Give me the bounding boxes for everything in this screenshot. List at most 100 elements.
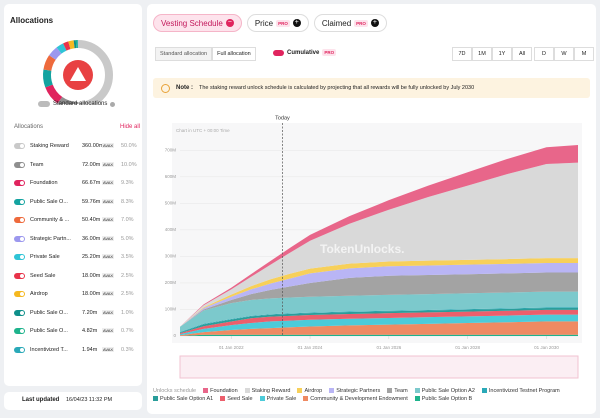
toggle[interactable] bbox=[14, 346, 25, 353]
toggle[interactable] bbox=[14, 161, 25, 168]
sidebar-title: Allocations bbox=[10, 16, 54, 25]
legend-item[interactable]: Seed Sale bbox=[220, 396, 253, 402]
row-amount: 59.76m bbox=[82, 198, 101, 205]
donut-segment bbox=[63, 41, 71, 51]
donut-segment bbox=[57, 96, 79, 104]
button[interactable]: All bbox=[512, 47, 532, 61]
toggle[interactable] bbox=[14, 198, 25, 205]
row-share: 1.0% bbox=[121, 309, 134, 316]
y-tick-label: 300M bbox=[165, 254, 177, 259]
x-tick-label: 01 Jan 2028 bbox=[455, 345, 480, 350]
toggle-knob bbox=[20, 181, 24, 185]
toggle-label: Standard allocations bbox=[53, 101, 108, 107]
legend-item[interactable]: Staking Reward bbox=[244, 388, 291, 394]
row-amount: 36.00m bbox=[82, 235, 101, 242]
donut bbox=[43, 40, 113, 104]
toggle-knob bbox=[20, 273, 24, 278]
row-name: Foundation bbox=[30, 180, 58, 186]
row-amount: 4.82m bbox=[82, 328, 98, 334]
legend-swatch bbox=[329, 388, 335, 393]
hide-all[interactable]: Hide all bbox=[120, 124, 141, 130]
button[interactable]: 1M bbox=[472, 47, 492, 61]
row-name: Seed Sale bbox=[30, 272, 56, 279]
legend-label: Staking Reward bbox=[251, 388, 291, 394]
allocation-row: Public Sale O... 4.82m AVAX 0.7% bbox=[14, 327, 138, 336]
cumulative[interactable]: Cumulative PRO bbox=[273, 49, 337, 56]
toggle[interactable] bbox=[14, 291, 25, 297]
toggle[interactable] bbox=[14, 235, 25, 242]
button[interactable]: 7D bbox=[452, 47, 472, 61]
row-amount: 18.00m bbox=[82, 272, 101, 279]
y-tick-label: 500M bbox=[165, 201, 177, 206]
allocation-row: Seed Sale 18.00m AVAX 2.5% bbox=[14, 272, 138, 281]
legend-item[interactable]: Public Sale Option B bbox=[414, 396, 472, 402]
donut-segment bbox=[77, 40, 113, 104]
toggle[interactable] bbox=[14, 143, 25, 149]
legend-item[interactable]: Incentivized Testnet Program bbox=[481, 388, 560, 394]
row-unit: AVAX bbox=[102, 143, 115, 148]
tab[interactable]: Claimed PRO + bbox=[313, 14, 387, 32]
legend-swatch bbox=[414, 396, 420, 401]
row-unit: AVAX bbox=[102, 198, 115, 204]
legend-item[interactable]: Public Sale Option A2 bbox=[414, 388, 475, 394]
toggle[interactable] bbox=[273, 49, 284, 56]
row-unit: AVAX bbox=[102, 180, 115, 185]
toggle-knob bbox=[20, 218, 24, 222]
note: Note : The staking reward unlock schedul… bbox=[153, 78, 590, 98]
toggle[interactable] bbox=[14, 328, 25, 334]
range-navigator[interactable] bbox=[179, 355, 579, 379]
legend-item[interactable]: Community & Development Endowment bbox=[303, 396, 408, 402]
plus-icon: + bbox=[370, 19, 379, 27]
tab[interactable]: Vesting Schedule − bbox=[153, 14, 242, 32]
area bbox=[180, 262, 578, 327]
last-updated-value: 16/04/23 11:32 PM bbox=[66, 397, 113, 403]
legend-item[interactable]: Team bbox=[387, 388, 408, 394]
legend-swatch bbox=[414, 388, 420, 393]
toggle[interactable] bbox=[14, 254, 25, 260]
row-unit: AVAX bbox=[102, 346, 115, 352]
toggle-knob bbox=[20, 347, 24, 352]
allocation-switch: Standard allocation Full allocation bbox=[155, 47, 256, 61]
row-unit: AVAX bbox=[102, 161, 115, 167]
legend-item[interactable]: Strategic Partners bbox=[329, 388, 380, 394]
note-text: The staking reward unlock schedule is ca… bbox=[199, 85, 475, 91]
legend-label: Airdrop bbox=[304, 388, 323, 394]
toggle[interactable] bbox=[14, 272, 25, 279]
button[interactable]: 1Y bbox=[492, 47, 512, 61]
allocation-row: Foundation 66.67m AVAX 9.3% bbox=[14, 179, 138, 188]
standard-toggle[interactable]: Standard allocations bbox=[38, 101, 116, 107]
button[interactable]: W bbox=[554, 47, 574, 61]
area bbox=[180, 291, 578, 333]
legend-swatch bbox=[259, 396, 265, 401]
legend-item[interactable]: Foundation bbox=[203, 388, 238, 394]
row-amount: 72.00m bbox=[82, 161, 101, 168]
row-unit: AVAX bbox=[102, 235, 115, 241]
donut-segment bbox=[49, 47, 62, 60]
toggle-knob bbox=[20, 144, 24, 148]
row-amount: 25.20m bbox=[82, 254, 101, 260]
logo-mark bbox=[70, 67, 86, 81]
tab[interactable]: Price PRO + bbox=[246, 14, 309, 32]
legend-swatch bbox=[153, 396, 158, 401]
button[interactable]: D bbox=[534, 47, 554, 61]
tab-label: Claimed bbox=[321, 18, 352, 28]
button[interactable]: Standard allocation bbox=[155, 47, 213, 61]
row-share: 3.5% bbox=[121, 254, 134, 260]
toggle[interactable] bbox=[14, 180, 25, 186]
toggle[interactable] bbox=[14, 217, 25, 223]
toggle[interactable] bbox=[14, 309, 25, 316]
legend-item[interactable]: Airdrop bbox=[297, 388, 322, 394]
legend-item[interactable]: Private Sale bbox=[259, 396, 296, 402]
note-label: Note : bbox=[176, 85, 193, 91]
legend-item[interactable]: Public Sale Option A1 bbox=[153, 396, 213, 402]
row-amount: 18.00m bbox=[82, 291, 101, 297]
row-share: 2.5% bbox=[121, 291, 134, 297]
button[interactable]: M bbox=[574, 47, 594, 61]
toggle[interactable] bbox=[38, 101, 50, 107]
donut-segment bbox=[43, 55, 56, 71]
toggle-knob bbox=[20, 292, 24, 296]
button[interactable]: Full allocation bbox=[212, 47, 256, 61]
row-share: 10.0% bbox=[121, 161, 137, 168]
row-name: Team bbox=[30, 161, 44, 168]
